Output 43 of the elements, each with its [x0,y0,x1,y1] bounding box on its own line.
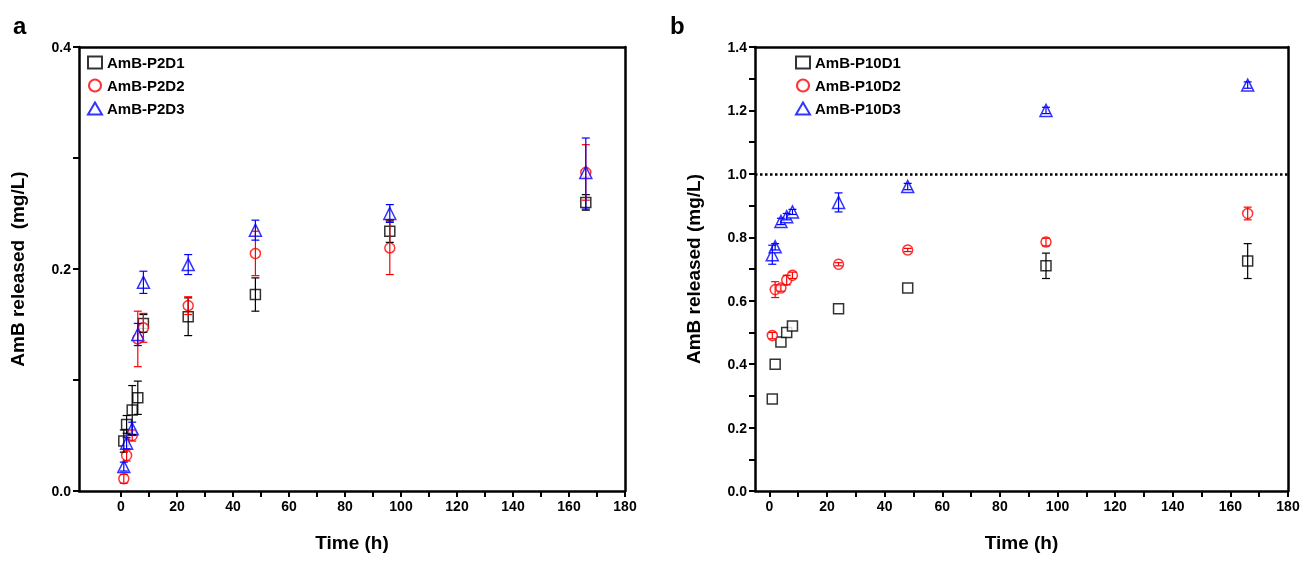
x-tick-label: 180 [1276,498,1300,514]
x-tick-label: 100 [389,498,413,514]
x-tick-label: 80 [337,498,353,514]
x-tick-label: 80 [992,498,1008,514]
x-tick-label: 60 [934,498,951,514]
y-axis-title: AmB released (mg/L) [7,171,28,367]
legend-label: AmB-P10D1 [815,54,901,71]
y-axis-title: AmB released (mg/L) [683,173,704,365]
y-tick-label: 0.4 [51,39,72,55]
x-tick-label: 0 [765,498,774,514]
y-tick-label: 0.2 [727,419,748,436]
y-tick-label: 0.0 [51,483,72,499]
legend-label: AmB-P2D2 [107,77,185,94]
x-tick-label: 20 [169,498,185,514]
x-tick-label: 160 [1218,498,1243,514]
x-tick-label: 60 [281,498,297,514]
x-tick-label: 40 [876,498,893,514]
x-tick-label: 120 [445,498,469,514]
y-tick-label: 0.4 [727,356,748,373]
x-axis-title: Time (h) [315,532,389,553]
y-tick-label: 0.2 [51,261,72,277]
y-tick-label: 1.2 [727,102,748,119]
x-tick-label: 140 [501,498,525,514]
chart-title: a [13,11,27,39]
y-tick-label: 1.0 [727,165,748,182]
x-tick-label: 40 [225,498,241,514]
x-tick-label: 100 [1045,498,1070,514]
x-axis-title: Time (h) [984,532,1059,553]
legend-label: AmB-P10D3 [815,100,901,117]
x-tick-label: 120 [1103,498,1128,514]
y-tick-label: 1.4 [727,39,748,55]
y-tick-label: 0.6 [727,292,748,309]
legend-label: AmB-P2D3 [107,100,185,117]
x-tick-label: 140 [1161,498,1185,514]
legend-label: AmB-P2D1 [107,54,185,71]
x-tick-label: 20 [819,498,836,514]
legend-label: AmB-P10D2 [815,77,901,94]
x-tick-label: 0 [117,498,126,514]
chart-title: b [670,11,685,39]
x-tick-label: 160 [557,498,581,514]
y-tick-label: 0.8 [727,229,748,246]
y-tick-label: 0.0 [727,483,748,499]
x-tick-label: 180 [613,498,637,514]
